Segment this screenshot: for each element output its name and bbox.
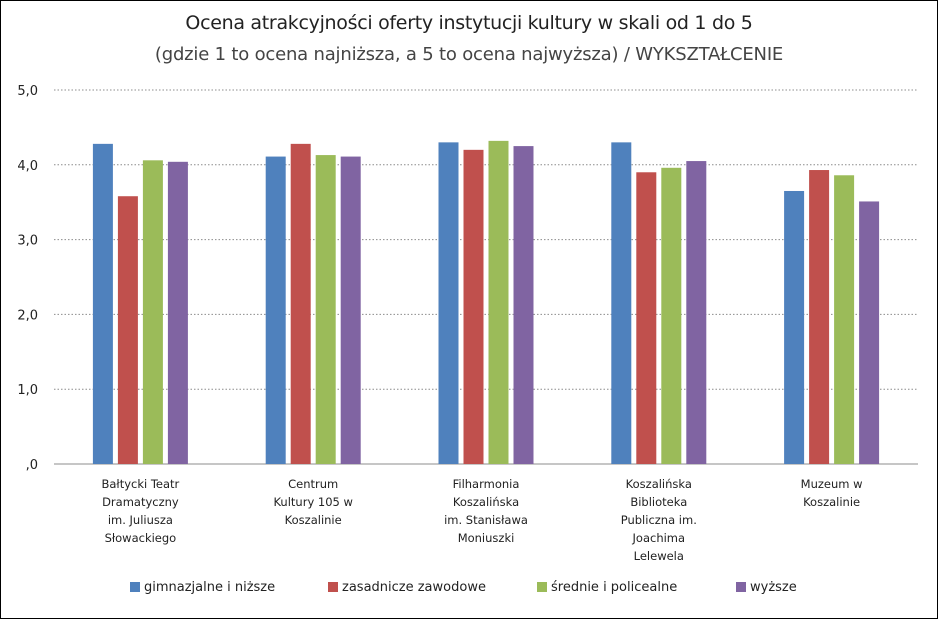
x-tick-label-line: Joachima	[632, 531, 686, 545]
x-tick-label-line: Lelewela	[634, 549, 684, 563]
legend-swatch	[736, 582, 746, 592]
y-tick-label: ,0	[26, 458, 38, 473]
y-tick-label: 1,0	[17, 383, 38, 398]
bar	[92, 143, 113, 464]
y-tick-label: 5,0	[17, 84, 38, 99]
legend-label: średnie i policealne	[551, 580, 677, 595]
x-tick-label-line: Centrum	[288, 477, 338, 491]
bar	[438, 142, 459, 465]
legend-label: wyższe	[750, 580, 797, 595]
bar	[340, 156, 361, 464]
x-tick-label-line: Koszalińska	[626, 477, 692, 491]
x-tick-label-line: Bałtycki Teatr	[102, 477, 180, 491]
x-tick-label-line: Koszalinie	[803, 495, 860, 509]
bar	[809, 170, 830, 464]
x-tick-label: Bałtycki Teatr Dramatyczny im. Juliusza Sło…	[102, 477, 180, 545]
bar	[661, 167, 682, 465]
bar	[142, 160, 163, 464]
x-tick-label-line: Koszalińska	[453, 495, 519, 509]
x-tick-label-line: Kultury 105 w	[273, 495, 352, 509]
bar	[167, 161, 188, 465]
bar	[265, 156, 286, 464]
x-tick-label-line: Słowackiego	[105, 531, 177, 545]
x-tick-label: Muzeum w Koszalinie	[801, 477, 863, 509]
x-tick-label-line: Moniuszki	[458, 531, 515, 545]
y-tick-label: 4,0	[17, 159, 38, 174]
bar	[463, 149, 484, 464]
x-tick-label-line: im. Juliusza	[108, 513, 173, 527]
chart-subtitle: (gdzie 1 to ocena najniższa, a 5 to ocen…	[154, 44, 784, 65]
legend-swatch	[537, 582, 547, 592]
bar	[611, 142, 632, 465]
x-tick-label: Koszalińska Biblioteka Publiczna im. Joachi…	[621, 477, 697, 563]
bar	[859, 201, 880, 464]
legend-swatch	[328, 582, 338, 592]
bar	[686, 161, 707, 464]
x-tick-label: Filharmonia Koszalińska im. Stanisława Moni…	[444, 477, 528, 545]
legend-label: gimnazjalne i niższe	[144, 580, 275, 595]
bar	[784, 190, 805, 465]
x-tick-label-line: Biblioteka	[630, 495, 687, 509]
x-tick-label-line: Publiczna im.	[621, 513, 697, 527]
bar	[315, 155, 336, 465]
x-tick-label-line: Filharmonia	[453, 477, 520, 491]
y-tick-label: 2,0	[17, 308, 38, 323]
bar	[636, 172, 657, 464]
bar	[290, 143, 311, 464]
x-tick-label-line: Muzeum w	[801, 477, 863, 491]
chart-title: Ocena atrakcyjności oferty instytucji ku…	[185, 12, 753, 34]
bar	[834, 175, 855, 464]
legend-label: zasadnicze zawodowe	[342, 580, 486, 595]
bar	[488, 140, 509, 464]
y-tick-label: 3,0	[17, 234, 38, 249]
x-tick-label: Centrum Kultury 105 w Koszalinie	[273, 477, 352, 527]
bar	[513, 146, 534, 464]
x-tick-label-line: Koszalinie	[285, 513, 342, 527]
x-tick-label-line: Dramatyczny	[102, 495, 179, 509]
legend-swatch	[130, 582, 140, 592]
x-tick-label-line: im. Stanisława	[444, 513, 528, 527]
bar	[117, 196, 138, 464]
